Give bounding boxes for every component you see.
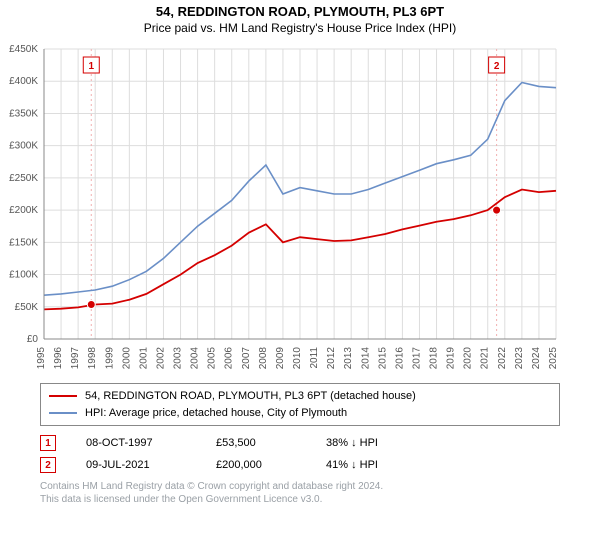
svg-text:£400K: £400K: [9, 76, 38, 87]
svg-text:£350K: £350K: [9, 108, 38, 119]
svg-text:1: 1: [88, 61, 94, 72]
svg-text:2004: 2004: [190, 347, 201, 370]
license-line-1: Contains HM Land Registry data © Crown c…: [40, 480, 560, 493]
svg-text:2005: 2005: [207, 347, 218, 370]
svg-text:£300K: £300K: [9, 141, 38, 152]
chart-subtitle: Price paid vs. HM Land Registry's House …: [0, 19, 600, 39]
svg-text:2002: 2002: [155, 347, 166, 370]
svg-text:£150K: £150K: [9, 237, 38, 248]
svg-text:2009: 2009: [275, 347, 286, 370]
legend-swatch: [49, 412, 77, 414]
marker-table: 1 08-OCT-1997 £53,500 38% ↓ HPI 2 09-JUL-2021…: [40, 432, 560, 476]
svg-text:2007: 2007: [241, 347, 252, 370]
svg-text:£0: £0: [27, 334, 39, 345]
svg-text:2008: 2008: [258, 347, 269, 370]
legend-swatch: [49, 395, 77, 397]
line-chart-svg: £0 £50K £100K £150K £200K £250K £300K £350K £400…: [0, 39, 560, 379]
legend: 54, REDDINGTON ROAD, PLYMOUTH, PL3 6PT (…: [40, 383, 560, 426]
marker-date: 09-JUL-2021: [86, 459, 186, 471]
svg-text:£450K: £450K: [9, 44, 38, 55]
svg-text:1998: 1998: [87, 347, 98, 370]
chart-title: 54, REDDINGTON ROAD, PLYMOUTH, PL3 6PT: [0, 0, 600, 19]
marker-price: £200,000: [216, 459, 296, 471]
svg-text:2023: 2023: [514, 347, 525, 370]
svg-text:2003: 2003: [173, 347, 184, 370]
marker-row: 1 08-OCT-1997 £53,500 38% ↓ HPI: [40, 432, 560, 454]
svg-text:2021: 2021: [480, 347, 491, 370]
svg-text:£50K: £50K: [15, 302, 39, 313]
svg-text:1996: 1996: [53, 347, 64, 370]
license-text: Contains HM Land Registry data © Crown c…: [40, 480, 560, 506]
legend-label: 54, REDDINGTON ROAD, PLYMOUTH, PL3 6PT (…: [85, 388, 416, 405]
chart-container: 54, REDDINGTON ROAD, PLYMOUTH, PL3 6PT P…: [0, 0, 600, 560]
svg-text:1995: 1995: [36, 347, 47, 370]
svg-text:2022: 2022: [497, 347, 508, 370]
marker-row: 2 09-JUL-2021 £200,000 41% ↓ HPI: [40, 454, 560, 476]
svg-text:2012: 2012: [326, 347, 337, 370]
marker-badge: 2: [40, 457, 56, 473]
marker-date: 08-OCT-1997: [86, 437, 186, 449]
svg-text:2017: 2017: [411, 347, 422, 370]
svg-text:2018: 2018: [429, 347, 440, 370]
license-line-2: This data is licensed under the Open Gov…: [40, 493, 560, 506]
svg-text:2025: 2025: [548, 347, 559, 370]
svg-text:2000: 2000: [121, 347, 132, 370]
legend-label: HPI: Average price, detached house, City…: [85, 405, 347, 422]
svg-text:£250K: £250K: [9, 173, 38, 184]
chart-plot-area: £0 £50K £100K £150K £200K £250K £300K £350K £400…: [0, 39, 600, 379]
svg-text:£200K: £200K: [9, 205, 38, 216]
marker-badge: 1: [40, 435, 56, 451]
svg-text:2006: 2006: [224, 347, 235, 370]
svg-text:2001: 2001: [138, 347, 149, 370]
svg-text:2015: 2015: [377, 347, 388, 370]
svg-text:2: 2: [494, 61, 500, 72]
svg-text:2019: 2019: [446, 347, 457, 370]
svg-text:2024: 2024: [531, 347, 542, 370]
marker-delta: 41% ↓ HPI: [326, 459, 378, 471]
legend-item: HPI: Average price, detached house, City…: [49, 405, 551, 422]
svg-text:2010: 2010: [292, 347, 303, 370]
svg-text:2014: 2014: [360, 347, 371, 370]
svg-text:£100K: £100K: [9, 270, 38, 281]
svg-text:1999: 1999: [104, 347, 115, 370]
marker-delta: 38% ↓ HPI: [326, 437, 378, 449]
svg-text:2011: 2011: [309, 347, 320, 369]
svg-text:1997: 1997: [70, 347, 81, 370]
svg-text:2020: 2020: [463, 347, 474, 370]
marker-price: £53,500: [216, 437, 296, 449]
legend-item: 54, REDDINGTON ROAD, PLYMOUTH, PL3 6PT (…: [49, 388, 551, 405]
svg-text:2013: 2013: [343, 347, 354, 370]
svg-text:2016: 2016: [394, 347, 405, 370]
